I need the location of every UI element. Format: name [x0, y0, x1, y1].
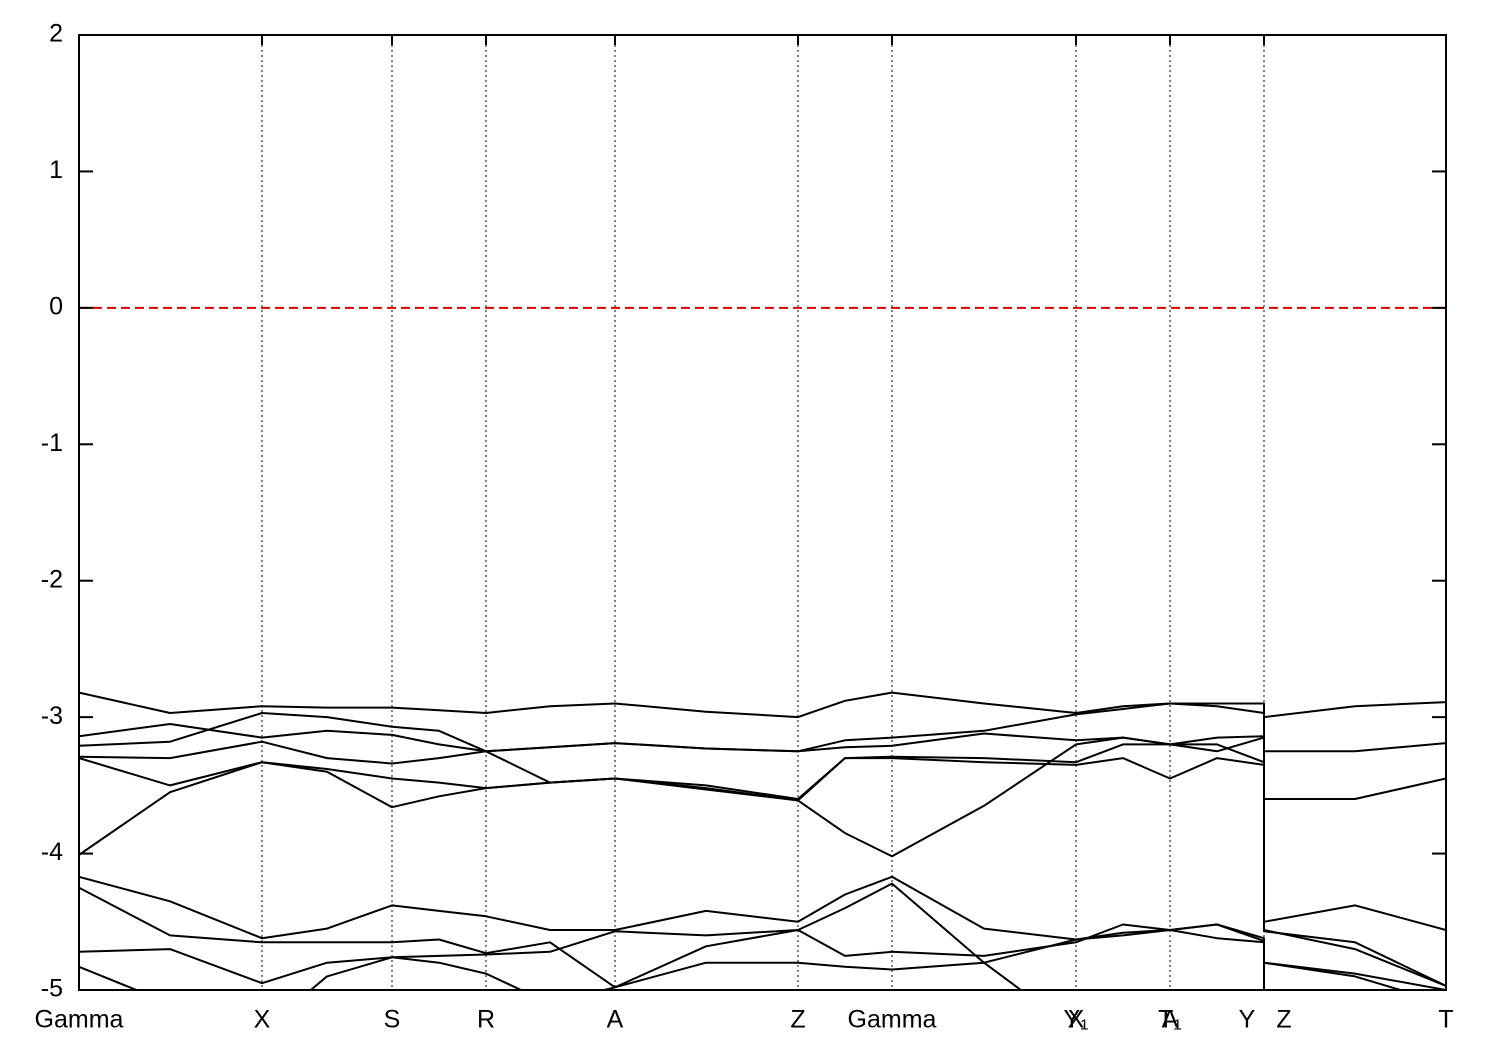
- x-tick-label: Z: [1276, 1006, 1291, 1034]
- band-line: [79, 702, 1446, 753]
- plot-frame: [78, 34, 1447, 991]
- band-line: [79, 757, 1446, 987]
- y-tick-label: -3: [41, 702, 63, 730]
- y-tick-label: -4: [41, 838, 63, 866]
- x-tick-label: Y₁: [1063, 1006, 1088, 1034]
- x-tick-label: A: [607, 1006, 624, 1034]
- x-tick-label: X: [1068, 1006, 1085, 1034]
- bands: [79, 306, 1446, 990]
- band-line: [79, 882, 1174, 990]
- y-tick-label: 0: [49, 292, 63, 320]
- band-line: [79, 691, 1446, 719]
- x-tick-label: T₁: [1158, 1006, 1182, 1034]
- x-tick-label: X: [254, 1006, 271, 1034]
- x-tick-label: Gamma: [848, 1006, 937, 1034]
- band-line: [79, 923, 1265, 990]
- y-tick-label: 1: [49, 156, 63, 184]
- x-tick-label: Gamma: [35, 1006, 124, 1034]
- x-tick-label: A: [1162, 1006, 1179, 1034]
- y-tick-label: -1: [41, 429, 63, 457]
- band-line: [79, 740, 1446, 931]
- band-line: [79, 875, 1446, 990]
- x-tick-label: Z: [790, 1006, 805, 1034]
- x-tick-label: T: [1438, 1006, 1453, 1034]
- band-line: [79, 736, 1446, 987]
- band-line: [79, 712, 1446, 800]
- x-tick-label: S: [384, 1006, 401, 1034]
- y-tick-label: -2: [41, 565, 63, 593]
- x-tick-label: Y: [1239, 1006, 1256, 1034]
- x-tick-label: R: [477, 1006, 495, 1034]
- grid: [78, 35, 1447, 990]
- y-tick-label: -5: [41, 975, 63, 1003]
- band-line: [79, 929, 1404, 990]
- y-tick-label: 2: [49, 20, 63, 48]
